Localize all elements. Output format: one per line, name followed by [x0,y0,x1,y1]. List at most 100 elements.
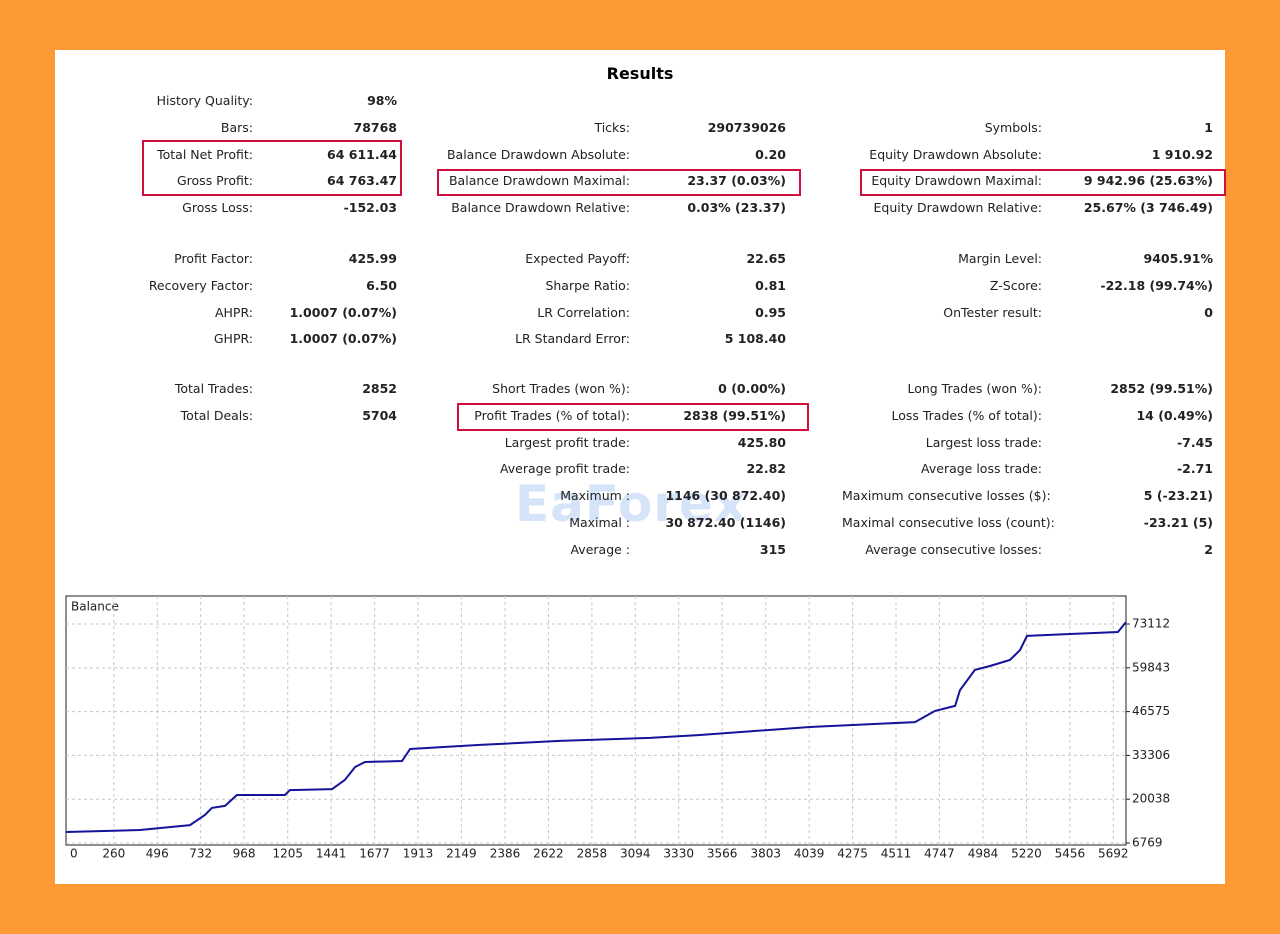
stat-value: -7.45 [1176,434,1213,450]
stat-value: 2852 [362,381,397,396]
x-tick-label: 0 [70,847,78,861]
x-tick-label: 4511 [881,847,912,861]
stat-label: Z-Score: [989,277,1042,293]
stat-value: 425.80 [737,434,786,450]
x-tick-label: 260 [102,847,125,861]
balance-line [65,621,1127,833]
stat-value: 1146 (30 872.40) [665,488,786,504]
highlight-box [142,140,402,196]
stat-label: Expected Payoff: [525,251,630,266]
stat-label: Short Trades (won %): [492,381,630,396]
y-tick-label: 73112 [1132,617,1170,631]
stat-label: Gross Loss: [182,200,253,216]
stat-value: 9405.91% [1143,251,1213,266]
stat-value: 2838 (99.51%) [683,407,786,423]
stat-label: Sharpe Ratio: [545,277,630,293]
stat-value: 5704 [362,407,397,423]
x-tick-label: 4039 [794,847,825,861]
stat-value: 2852 (99.51%) [1110,381,1213,396]
stat-label: Largest loss trade: [925,434,1042,450]
stat-value: -2.71 [1176,461,1213,477]
x-tick-label: 496 [146,847,169,861]
x-tick-label: 1677 [359,847,390,861]
stat-value: 0 [1204,304,1213,320]
highlight-box [437,169,801,196]
x-tick-label: 2149 [446,847,477,861]
stat-label: Equity Drawdown Relative: [873,200,1042,216]
stat-label: GHPR: [213,331,253,347]
stat-value: 5 108.40 [724,331,786,347]
stat-value: 14 (0.49%) [1136,407,1213,423]
highlight-box [457,403,809,431]
stat-label: Equity Drawdown Maximal: [871,173,1042,189]
stat-value: 64 611.44 [327,146,397,162]
x-tick-label: 5692 [1098,847,1129,861]
stat-label: LR Correlation: [537,304,630,320]
stat-value: 315 [759,541,786,557]
stat-label: Largest profit trade: [504,434,630,450]
report-title: Results [606,64,674,83]
stat-label: Maximum : [560,488,630,504]
stat-label: Average profit trade: [499,461,630,477]
stat-label: Total Net Profit: [157,146,253,162]
stat-value: 2 [1204,541,1213,557]
stat-label: LR Standard Error: [515,331,630,347]
x-tick-label: 2386 [490,847,521,861]
stat-label: Maximal consecutive loss (count): [842,515,1055,530]
stat-value: 1.0007 (0.07%) [289,304,397,320]
stat-label: Average loss trade: [921,461,1042,477]
plot-frame [65,595,1127,846]
stat-value: 425.99 [348,251,397,266]
stat-label: Ticks: [594,119,630,135]
stat-label: Gross Profit: [176,173,253,189]
stat-value: 5 (-23.21) [1143,488,1213,504]
stat-label: Symbols: [984,119,1042,135]
x-tick-label: 3330 [663,847,694,861]
y-tick-label: 46575 [1132,704,1170,718]
stat-value: 64 763.47 [327,173,397,189]
stat-label: Bars: [220,119,253,135]
x-tick-label: 2858 [577,847,608,861]
x-tick-label: 4747 [924,847,955,861]
x-tick-label: 1441 [316,847,347,861]
stat-label: Balance Drawdown Absolute: [446,146,630,162]
x-tick-label: 5456 [1055,847,1086,861]
stat-value: 98% [367,93,397,108]
stat-label: History Quality: [156,93,253,108]
stat-value: 9 942.96 (25.63%) [1083,173,1213,189]
y-tick-label: 6769 [1132,836,1163,850]
stat-value: -22.18 (99.74%) [1100,277,1213,293]
stat-value: 0.03% (23.37) [687,200,786,216]
x-tick-label: 732 [189,847,212,861]
stat-label: Maximal : [569,515,630,530]
x-tick-label: 4984 [968,847,999,861]
stat-value: -152.03 [343,200,397,216]
stat-label: Profit Factor: [174,251,253,266]
stat-value: 25.67% (3 746.49) [1083,200,1213,216]
stat-label: Balance Drawdown Relative: [451,200,630,216]
stat-label: Long Trades (won %): [907,381,1042,396]
stat-label: Equity Drawdown Absolute: [869,146,1042,162]
stat-value: 0.81 [755,277,786,293]
stat-value: 1 [1204,119,1213,135]
stat-label: Total Trades: [174,381,253,396]
stat-label: AHPR: [214,304,253,320]
stat-value: 78768 [353,119,398,135]
highlight-box [860,169,1226,196]
stat-value: -23.21 (5) [1143,515,1213,530]
stat-value: 290739026 [707,119,786,135]
stat-label: Profit Trades (% of total): [474,407,630,423]
y-tick-label: 59843 [1132,660,1170,674]
stat-label: OnTester result: [943,304,1042,320]
stat-label: Recovery Factor: [148,277,253,293]
y-tick-label: 20038 [1132,792,1170,806]
stat-label: Total Deals: [180,407,253,423]
stat-value: 23.37 (0.03%) [687,173,786,189]
x-tick-label: 4275 [837,847,868,861]
series-label: Balance [71,600,119,614]
stat-value: 22.65 [746,251,786,266]
x-tick-label: 3094 [620,847,651,861]
stat-value: 6.50 [366,277,397,293]
